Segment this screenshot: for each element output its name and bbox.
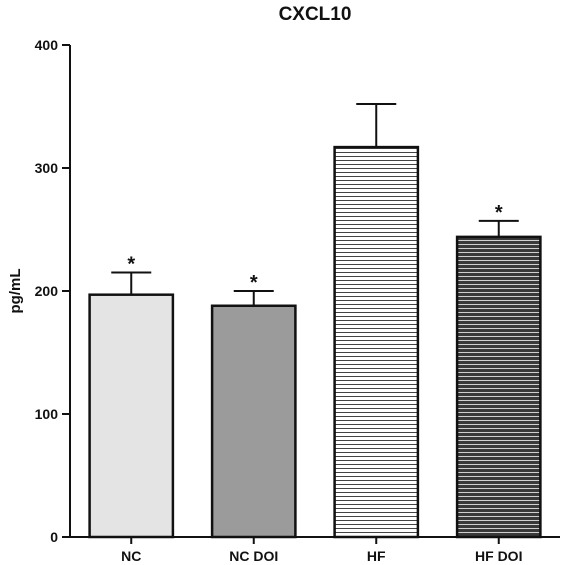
plot-area: 0 100 200 300 400 NC * NC DOI * HF HF DOI *: [35, 37, 560, 564]
y-tick-label: 100: [35, 406, 59, 422]
bar-nc-doi: [210, 304, 297, 539]
significance-marker: *: [495, 202, 503, 224]
y-axis-label: pg/mL: [7, 269, 24, 314]
significance-marker: *: [250, 272, 258, 294]
significance-marker: *: [127, 254, 135, 276]
bar-hf-doi: [455, 235, 542, 539]
x-tick-label: NC DOI: [229, 548, 278, 564]
y-tick-label: 200: [35, 283, 59, 299]
bar-nc: [88, 293, 175, 539]
chart-title: CXCL10: [279, 4, 352, 25]
x-tick-label: NC: [121, 548, 141, 564]
y-tick-label: 300: [35, 160, 59, 176]
x-tick-label: HF DOI: [475, 548, 522, 564]
bar-hf: [333, 145, 420, 539]
y-tick-label: 400: [35, 37, 59, 53]
y-tick-label: 0: [50, 529, 58, 545]
x-tick-label: HF: [367, 548, 386, 564]
